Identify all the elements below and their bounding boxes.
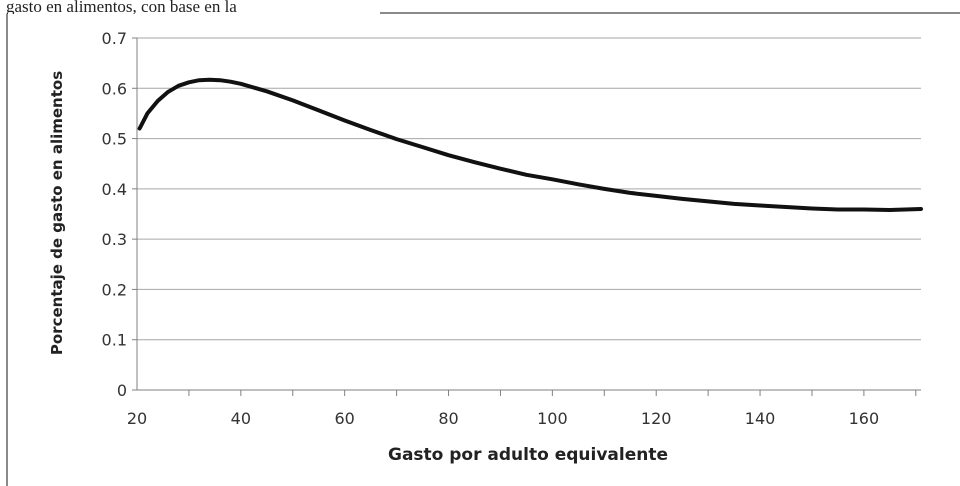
x-tick-label: 160 — [849, 409, 880, 428]
x-tick-label: 140 — [745, 409, 776, 428]
gridlines — [137, 37, 921, 341]
y-axis-title: Porcentaje de gasto en alimentos — [48, 71, 66, 355]
y-tick-label: 0.4 — [102, 180, 127, 199]
y-tick-label: 0.1 — [102, 331, 127, 350]
y-tick-label: 0.3 — [102, 230, 127, 249]
frame-border-left — [6, 14, 8, 486]
y-tick-label: 0 — [117, 381, 127, 400]
x-tick-label: 120 — [641, 409, 672, 428]
series-line — [137, 77, 923, 212]
x-tick-label: 20 — [127, 409, 147, 428]
y-tick-label: 0.5 — [102, 130, 127, 149]
x-tick-label: 100 — [537, 409, 568, 428]
axes — [132, 37, 921, 396]
x-tick-labels: 20 40 60 80 100 120 140 160 — [127, 409, 879, 428]
x-tick-label: 40 — [231, 409, 251, 428]
y-tick-label: 0.2 — [102, 280, 127, 299]
y-tick-labels: 0 0.1 0.2 0.3 0.4 0.5 0.6 0.7 — [102, 29, 127, 400]
x-tick-label: 80 — [438, 409, 458, 428]
y-tick-label: 0.7 — [102, 29, 127, 48]
y-tick-label: 0.6 — [102, 79, 127, 98]
top-caption-fragment: gasto en alimentos, con base en la — [6, 0, 237, 14]
x-axis-title: Gasto por adulto equivalente — [388, 445, 668, 465]
x-tick-label: 60 — [335, 409, 355, 428]
frame-border-top — [380, 12, 960, 14]
